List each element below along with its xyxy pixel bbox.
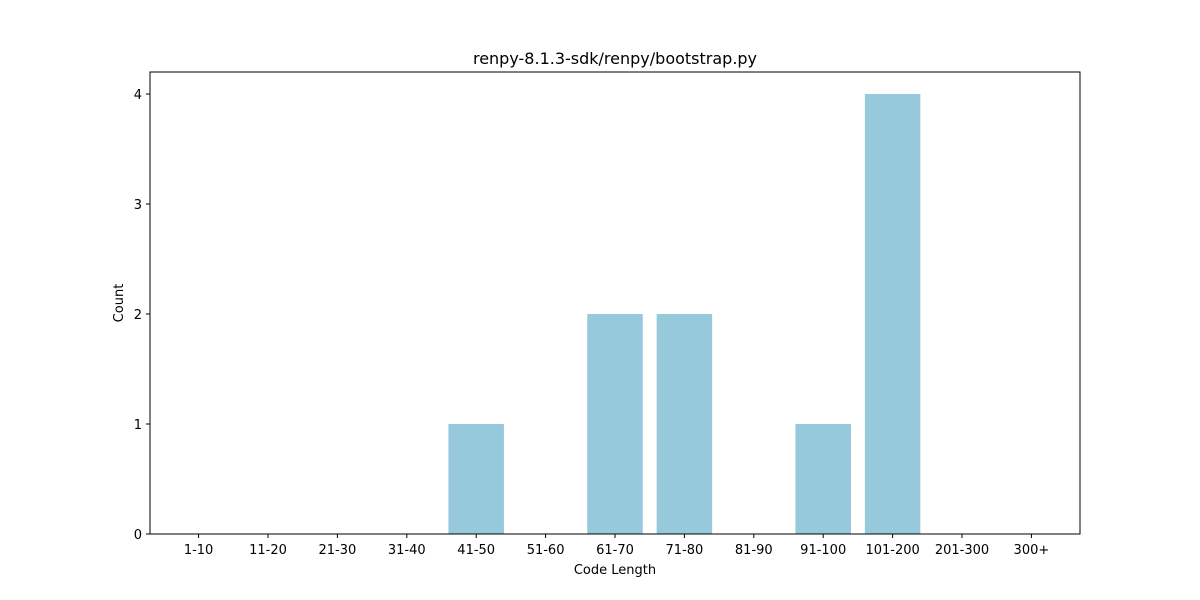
x-tick-label: 1-10 <box>184 543 214 558</box>
x-tick-label: 201-300 <box>935 543 989 558</box>
y-tick-label: 1 <box>134 418 142 433</box>
bar-61-70 <box>587 314 643 534</box>
x-tick-label: 71-80 <box>666 543 704 558</box>
x-axis-label: Code Length <box>574 563 656 578</box>
bar-101-200 <box>864 94 921 534</box>
bar-41-50 <box>448 424 504 534</box>
y-axis-ticks: 0 1 2 3 4 <box>134 88 150 543</box>
y-tick-label: 4 <box>134 88 142 103</box>
x-tick-label: 101-200 <box>865 543 919 558</box>
x-tick-label: 81-90 <box>735 543 773 558</box>
x-axis-ticks: 1-10 11-20 21-30 31-40 41-50 51-60 61-70 71-80 8… <box>184 534 1049 558</box>
x-tick-label: 91-100 <box>800 543 846 558</box>
x-tick-label: 300+ <box>1014 543 1050 558</box>
x-tick-label: 41-50 <box>457 543 495 558</box>
bar-71-80 <box>656 314 713 534</box>
y-tick-label: 3 <box>134 198 142 213</box>
chart-title: renpy-8.1.3-sdk/renpy/bootstrap.py <box>473 49 757 68</box>
bar-91-100 <box>795 424 851 534</box>
x-tick-label: 31-40 <box>388 543 426 558</box>
y-tick-label: 2 <box>134 308 142 323</box>
x-tick-label: 21-30 <box>318 543 356 558</box>
x-tick-label: 61-70 <box>596 543 634 558</box>
y-tick-label: 0 <box>134 528 142 543</box>
y-axis-label: Count <box>112 284 127 323</box>
x-tick-label: 51-60 <box>527 543 565 558</box>
x-tick-label: 11-20 <box>249 543 287 558</box>
bars <box>448 94 921 534</box>
